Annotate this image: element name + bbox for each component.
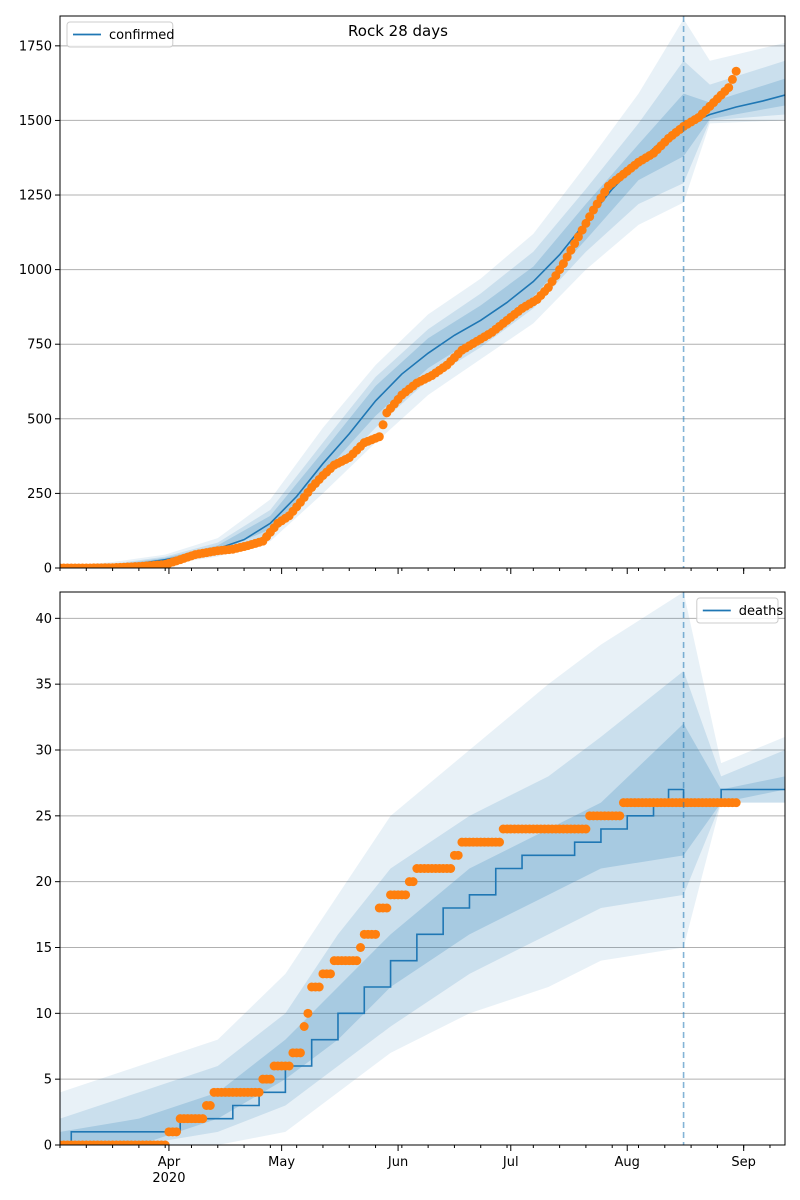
observed-point	[378, 420, 388, 430]
observed-point	[325, 969, 335, 979]
plot-area	[60, 18, 785, 568]
y-tick-label: 1250	[19, 189, 52, 204]
legend-label: confirmed	[109, 28, 175, 43]
x-tick-label: May	[268, 1155, 295, 1170]
observed-point	[352, 956, 362, 966]
y-tick-label: 40	[35, 612, 52, 627]
observed-point	[573, 232, 583, 242]
observed-point	[562, 252, 572, 262]
observed-point	[570, 239, 580, 249]
observed-point	[284, 1061, 294, 1071]
x-tick-label: Apr	[158, 1155, 181, 1170]
x-tick-label: Sep	[731, 1155, 756, 1170]
y-tick-label: 750	[27, 338, 52, 353]
observed-point	[314, 982, 324, 992]
observed-point	[356, 943, 366, 952]
observed-point	[295, 1048, 305, 1058]
y-tick-label: 25	[35, 809, 52, 824]
y-tick-label: 0	[44, 1139, 52, 1154]
legend-confirmed: confirmed	[66, 21, 175, 48]
y-tick-label: 1000	[19, 263, 52, 278]
observed-point	[446, 864, 456, 873]
y-tick-label: 0	[44, 562, 52, 577]
observed-point	[577, 225, 587, 235]
y-tick-label: 1750	[19, 39, 52, 54]
observed-point	[401, 890, 411, 900]
observed-point	[453, 850, 463, 860]
uncertainty-band-middle	[60, 671, 785, 1145]
observed-point	[558, 259, 568, 269]
y-tick-label: 30	[35, 744, 52, 759]
observed-point	[171, 1127, 181, 1137]
y-tick-label: 500	[27, 412, 52, 427]
observed-point	[495, 837, 505, 847]
y-tick-label: 35	[35, 678, 52, 693]
confirmed-panel: 0 250 500 750 1000 1250 1500 1750 confirmed	[19, 15, 786, 577]
observed-point	[265, 1074, 275, 1084]
observed-point	[566, 245, 576, 255]
uncertainty-band-outer	[60, 18, 785, 568]
x-tick-label: Aug	[615, 1155, 640, 1170]
observed-point	[374, 432, 384, 442]
plot-area	[60, 592, 785, 1145]
observed-point	[581, 218, 591, 228]
observed-point	[160, 1140, 170, 1145]
observed-point	[299, 1022, 309, 1031]
y-tick-label: 20	[35, 875, 52, 890]
y-tick-label: 250	[27, 487, 52, 502]
observed-point	[581, 824, 591, 834]
observed-point	[731, 798, 741, 808]
x-tick-label: Jul	[502, 1155, 519, 1170]
observed-point	[303, 1008, 313, 1018]
legend-label: deaths	[739, 604, 784, 619]
y-tick-label: 10	[35, 1007, 52, 1022]
observed-point	[371, 929, 381, 939]
x-tick-label: Jun	[387, 1155, 408, 1170]
y-tick-label: 5	[44, 1073, 52, 1088]
observed-point	[615, 811, 625, 821]
observed-point	[724, 83, 734, 93]
observed-point	[382, 903, 392, 913]
legend-box	[696, 597, 779, 624]
x-year-label: 2020	[152, 1171, 185, 1186]
observed-point	[198, 1114, 208, 1124]
legend-deaths: deaths	[696, 597, 784, 624]
chart-title: Rock 28 days	[348, 22, 448, 40]
observed-point	[408, 877, 418, 887]
y-tick-label: 1500	[19, 114, 52, 129]
y-tick-label: 15	[35, 941, 52, 956]
legend-box	[66, 21, 174, 48]
observed-point	[731, 66, 741, 76]
plot-frame	[59, 591, 786, 1146]
uncertainty-band-middle	[60, 60, 785, 568]
plot-frame	[59, 15, 786, 569]
observed-point	[205, 1101, 215, 1110]
observed-point	[727, 74, 737, 84]
observed-point	[585, 212, 595, 222]
observed-point	[254, 1087, 264, 1097]
